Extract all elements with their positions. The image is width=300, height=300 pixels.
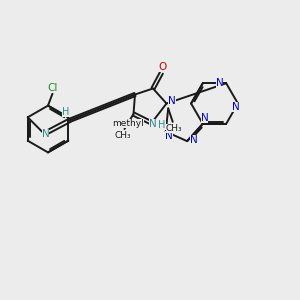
Text: Cl: Cl [47, 83, 58, 93]
Text: N: N [165, 131, 172, 141]
Text: N: N [190, 135, 198, 145]
Text: H: H [158, 120, 166, 130]
Text: N: N [149, 118, 157, 129]
Text: N: N [42, 129, 49, 140]
Text: N: N [201, 113, 208, 123]
Text: methyl: methyl [112, 118, 144, 127]
Text: N: N [168, 96, 176, 106]
Text: CH₃: CH₃ [166, 124, 182, 133]
Text: H: H [62, 107, 70, 117]
Text: CH₃: CH₃ [115, 131, 132, 140]
Text: N: N [216, 78, 224, 88]
Text: N: N [232, 102, 239, 112]
Text: O: O [159, 62, 167, 72]
